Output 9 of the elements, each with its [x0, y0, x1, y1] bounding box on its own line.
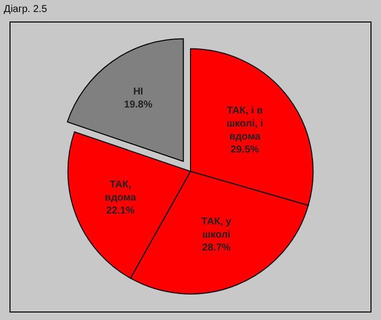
- data-label: 19.8%: [124, 99, 152, 110]
- data-label: 22.1%: [106, 206, 135, 217]
- data-label: 28.7%: [202, 242, 231, 254]
- chart-title: Діагр. 2.5: [4, 4, 48, 15]
- data-label: 29.5%: [230, 144, 260, 156]
- slice-label: ТАК, вдома: [104, 180, 137, 204]
- slice-label: ТАК, і в школі, і вдома: [226, 105, 264, 142]
- slice-label: ТАК, у школі: [201, 216, 232, 240]
- slice-label: НІ: [133, 86, 144, 98]
